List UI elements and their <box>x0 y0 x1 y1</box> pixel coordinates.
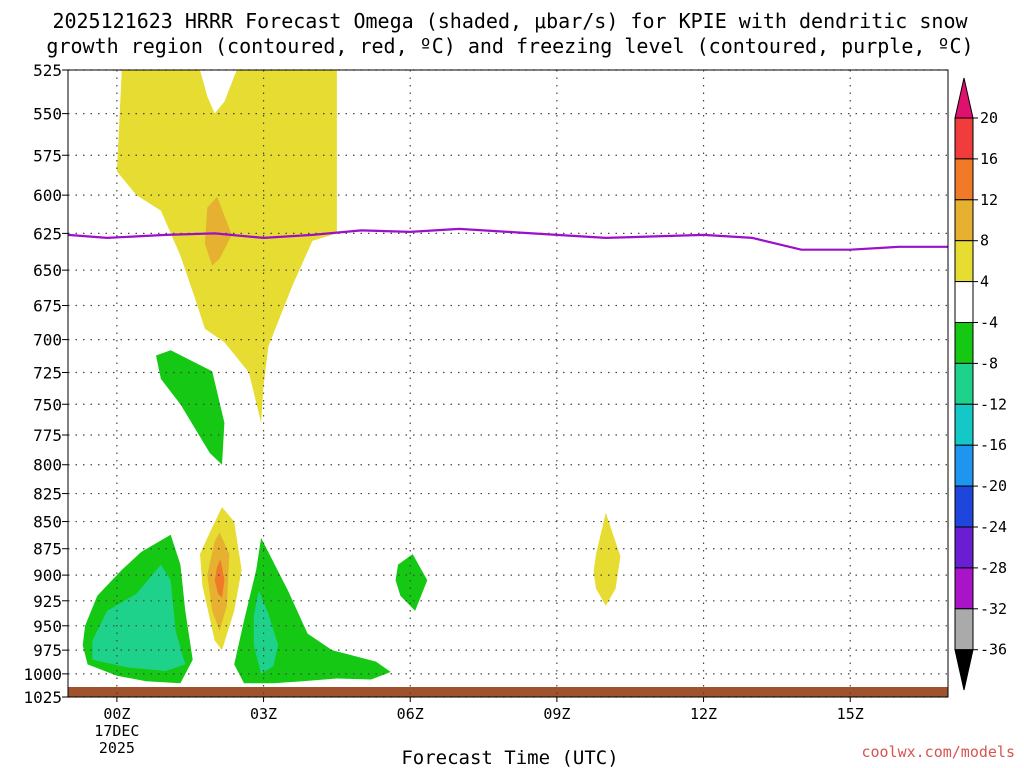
chart-title-line-2: growth region (contoured, red, ºC) and f… <box>46 34 973 58</box>
y-tick-label-850: 850 <box>33 513 62 532</box>
x-tick-label-06Z: 06Z <box>397 705 424 723</box>
x-tick-label-15Z: 15Z <box>837 705 864 723</box>
region-upper-orange-pocket <box>204 196 232 266</box>
colorbar-bin--20_to_-16 <box>954 444 974 487</box>
y-tick-label-1000: 1000 <box>23 665 62 684</box>
x-axis-label: Forecast Time (UTC) <box>401 747 618 768</box>
colorbar-bin-8_to_12 <box>954 199 974 242</box>
colorbar-label--36: -36 <box>980 641 1007 659</box>
y-tick-label-650: 650 <box>33 261 62 280</box>
colorbar-bin--36_to_-32 <box>954 608 974 651</box>
freezing-level-line <box>67 227 948 251</box>
region-low-teal-left <box>92 564 186 671</box>
region-low-deep-orange-core <box>214 559 225 598</box>
x-tick-label-03Z: 03Z <box>250 705 277 723</box>
y-tick-label-750: 750 <box>33 395 62 414</box>
y-tick-label-950: 950 <box>33 617 62 636</box>
y-tick-label-825: 825 <box>33 485 62 504</box>
x-tick-label-00Z: 00Z <box>103 705 130 723</box>
x-tick-label-12Z: 12Z <box>690 705 717 723</box>
y-tick-label-1025: 1025 <box>23 688 62 707</box>
colorbar-label-20: 20 <box>980 109 998 127</box>
y-axis-ticks: 525 550 575 600 625 650 675 700 725 750 775 800 825 8… <box>23 61 68 707</box>
y-tick-label-875: 875 <box>33 540 62 559</box>
colorbar-label--24: -24 <box>980 518 1007 536</box>
colorbar-label--20: -20 <box>980 477 1007 495</box>
y-tick-label-925: 925 <box>33 592 62 611</box>
colorbar-label--28: -28 <box>980 559 1007 577</box>
ground-layer <box>68 687 948 697</box>
colorbar-bin-4_to_8 <box>954 240 974 283</box>
x-tick-label-2025: 2025 <box>99 739 135 757</box>
region-low-teal-center <box>253 590 279 674</box>
colorbar-label--12: -12 <box>980 395 1007 413</box>
colorbar-bin--28_to_-24 <box>954 526 974 569</box>
ground-band <box>68 687 948 697</box>
colorbar-label--16: -16 <box>980 436 1007 454</box>
y-tick-label-775: 775 <box>33 426 62 445</box>
y-tick-label-575: 575 <box>33 146 62 165</box>
credit-label: coolwx.com/models <box>861 743 1015 761</box>
colorbar-bin--4_to_4 <box>954 281 974 324</box>
colorbar-label-16: 16 <box>980 150 998 168</box>
colorbar-label-8: 8 <box>980 232 989 250</box>
colorbar-bin--8_to_-4 <box>954 322 974 364</box>
region-yellow-cell-10z <box>593 512 621 606</box>
region-small-green-06z <box>395 554 428 611</box>
y-tick-label-900: 900 <box>33 566 62 585</box>
colorbar-arrow-top <box>954 77 974 119</box>
region-mid-green-cell <box>156 350 225 465</box>
x-tick-label-17DEC: 17DEC <box>94 722 139 740</box>
y-tick-label-550: 550 <box>33 105 62 124</box>
colorbar-bin--32_to_-28 <box>954 567 974 610</box>
y-tick-label-975: 975 <box>33 641 62 660</box>
freezing-level-contour <box>67 227 948 251</box>
omega-shaded-regions <box>82 70 621 684</box>
colorbar-label--32: -32 <box>980 600 1007 618</box>
chart-title-line-1: 2025121623 HRRR Forecast Omega (shaded, … <box>52 9 968 33</box>
colorbar-label-4: 4 <box>980 273 989 291</box>
colorbar-bin--12_to_-8 <box>954 362 974 405</box>
colorbar-bin--16_to_-12 <box>954 403 974 446</box>
colorbar-arrow-bottom <box>954 649 974 691</box>
colorbar-label--8: -8 <box>980 354 998 372</box>
colorbar-label--4: -4 <box>980 314 998 332</box>
y-tick-label-525: 525 <box>33 61 62 80</box>
y-tick-label-725: 725 <box>33 363 62 382</box>
region-upper-notch-white <box>200 70 237 114</box>
colorbar-label-12: 12 <box>980 191 998 209</box>
colorbar-bin-12_to_16 <box>954 158 974 201</box>
region-upper-positive-omega <box>116 70 337 423</box>
y-tick-label-700: 700 <box>33 331 62 350</box>
y-tick-label-800: 800 <box>33 456 62 475</box>
colorbar-bin--24_to_-20 <box>954 485 974 528</box>
plot-frame <box>67 69 949 698</box>
colorbar: 20 16 12 8 4 -4 -8 -12 -16 -20 -24 -28 -32 -36 <box>954 77 1007 691</box>
y-tick-label-675: 675 <box>33 297 62 316</box>
y-tick-label-600: 600 <box>33 186 62 205</box>
x-tick-label-09Z: 09Z <box>543 705 570 723</box>
y-tick-label-625: 625 <box>33 224 62 243</box>
colorbar-bin-16_to_20 <box>954 117 974 160</box>
